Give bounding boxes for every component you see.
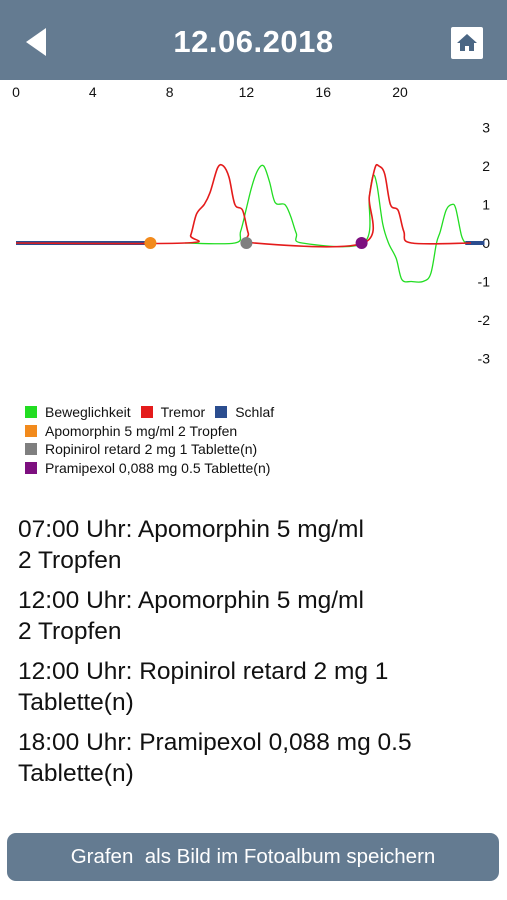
back-arrow-icon — [26, 28, 46, 56]
medication-entry: 12:00 Uhr: Ropinirol retard 2 mg 1 Table… — [18, 658, 389, 716]
x-tick-label: 12 — [239, 84, 255, 100]
header-bar: 12.06.2018 — [0, 0, 507, 80]
legend-label-beweglichkeit: Beweglichkeit — [45, 404, 131, 420]
legend-swatch-beweglichkeit — [25, 406, 37, 419]
symptom-chart: 0 4 8 12 16 20 3 2 1 0 -1 -2 -3 — [12, 84, 491, 367]
x-tick-label: 4 — [89, 84, 97, 100]
legend-item-pramipexol: Pramipexol 0,088 mg 0.5 Tablette(n) — [25, 459, 284, 478]
legend-label-tremor: Tremor — [160, 404, 206, 420]
series-line-tremor — [15, 163, 472, 248]
legend-swatch-tremor — [140, 406, 153, 419]
save-graph-button[interactable]: Grafen als Bild im Fotoalbum speichern — [7, 833, 499, 881]
page-title: 12.06.2018 — [173, 24, 334, 59]
chart-legend: Beweglichkeit Tremor Schlaf Apomorphin 5… — [25, 403, 284, 477]
legend-label-apomorphin: Apomorphin 5 mg/ml 2 Tropfen — [45, 422, 238, 439]
legend-item-tremor: Tremor — [140, 403, 206, 422]
series-line-beweglichkeit — [184, 164, 466, 283]
home-icon — [457, 34, 477, 51]
legend-label-pramipexol: Pramipexol 0,088 mg 0.5 Tablette(n) — [45, 459, 271, 476]
legend-swatch-apomorphin — [25, 424, 37, 437]
y-tick-label: -2 — [478, 312, 491, 328]
x-tick-label: 0 — [12, 84, 20, 100]
event-marker — [355, 237, 368, 249]
y-tick-label: 0 — [482, 235, 490, 251]
legend-item-schlaf: Schlaf — [215, 403, 274, 422]
legend-label-ropinirol: Ropinirol retard 2 mg 1 Tablette(n) — [45, 441, 258, 457]
legend-item-apomorphin: Apomorphin 5 mg/ml 2 Tropfen — [25, 422, 284, 441]
y-tick-label: -1 — [478, 274, 491, 290]
x-tick-label: 16 — [315, 84, 331, 100]
x-tick-label: 20 — [392, 84, 408, 100]
event-marker — [144, 237, 157, 249]
y-tick-label: 1 — [482, 197, 490, 213]
y-tick-label: 2 — [482, 158, 490, 174]
legend-swatch-pramipexol — [25, 461, 37, 474]
x-tick-label: 8 — [166, 84, 174, 100]
legend-item-beweglichkeit: Beweglichkeit — [25, 403, 131, 422]
home-button[interactable] — [451, 27, 483, 59]
y-tick-label: -3 — [478, 351, 491, 367]
medication-entry: 12:00 Uhr: Apomorphin 5 mg/ml 2 Tropfen — [18, 587, 364, 645]
legend-swatch-ropinirol — [25, 443, 37, 456]
event-marker — [240, 237, 253, 249]
legend-row-symptoms: Beweglichkeit Tremor Schlaf — [25, 403, 284, 422]
y-tick-label: 3 — [482, 120, 490, 136]
legend-label-schlaf: Schlaf — [235, 404, 275, 420]
legend-item-ropinirol: Ropinirol retard 2 mg 1 Tablette(n) — [25, 440, 284, 459]
legend-swatch-schlaf — [215, 406, 228, 419]
medication-list: 07:00 Uhr: Apomorphin 5 mg/ml 2 Tropfen … — [18, 514, 488, 798]
medication-entry: 18:00 Uhr: Pramipexol 0,088 mg 0.5 Table… — [18, 729, 412, 787]
back-button[interactable] — [12, 22, 60, 62]
medication-entry: 07:00 Uhr: Apomorphin 5 mg/ml 2 Tropfen — [18, 516, 364, 574]
